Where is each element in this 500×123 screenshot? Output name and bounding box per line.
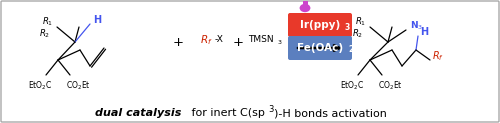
Text: $\mathit{R_f}$: $\mathit{R_f}$	[432, 49, 444, 63]
Text: for inert C(sp: for inert C(sp	[188, 108, 265, 118]
Text: +: +	[172, 36, 184, 48]
Text: $\mathit{R_f}$: $\mathit{R_f}$	[200, 33, 212, 47]
Ellipse shape	[300, 4, 310, 12]
Text: 3: 3	[345, 23, 350, 31]
Text: 2: 2	[348, 46, 353, 54]
Text: -X: -X	[215, 36, 224, 45]
Text: CO$_2$Et: CO$_2$Et	[378, 80, 402, 92]
Text: H: H	[93, 15, 101, 25]
FancyBboxPatch shape	[302, 1, 308, 6]
Text: $\mathit{R_1}$: $\mathit{R_1}$	[354, 16, 366, 28]
Text: +: +	[232, 36, 243, 48]
Text: $\mathit{R_2}$: $\mathit{R_2}$	[38, 28, 50, 40]
Text: Ir(ppy): Ir(ppy)	[300, 20, 340, 30]
Text: CO$_2$Et: CO$_2$Et	[66, 80, 90, 92]
Text: TMSN: TMSN	[248, 36, 274, 45]
FancyBboxPatch shape	[288, 36, 352, 60]
Text: Fe(OAc): Fe(OAc)	[297, 43, 343, 53]
Text: $\mathit{R_1}$: $\mathit{R_1}$	[42, 16, 53, 28]
Text: H: H	[420, 27, 428, 37]
Text: N$_3$: N$_3$	[410, 20, 423, 32]
Text: EtO$_2$C: EtO$_2$C	[28, 80, 52, 92]
Text: $\mathit{R_2}$: $\mathit{R_2}$	[352, 28, 363, 40]
FancyBboxPatch shape	[288, 13, 352, 37]
Text: EtO$_2$C: EtO$_2$C	[340, 80, 364, 92]
Text: dual catalysis: dual catalysis	[95, 108, 182, 118]
Text: 3: 3	[278, 40, 282, 46]
FancyBboxPatch shape	[1, 1, 499, 122]
Text: 3: 3	[268, 106, 274, 115]
Text: )-H bonds activation: )-H bonds activation	[274, 108, 387, 118]
